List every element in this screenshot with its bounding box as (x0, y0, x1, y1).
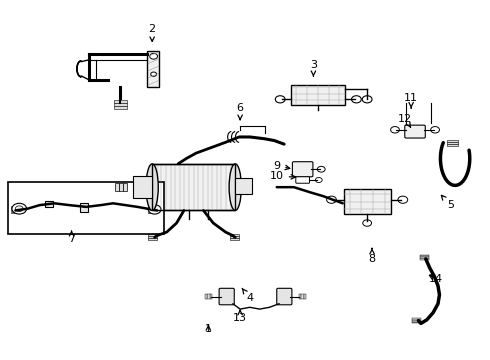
Text: 4: 4 (242, 288, 253, 303)
Circle shape (318, 166, 325, 172)
Circle shape (148, 205, 161, 214)
Bar (123, 183, 127, 192)
Bar (80, 203, 88, 212)
Bar (301, 294, 304, 300)
Bar (152, 164, 235, 211)
Bar (230, 236, 239, 238)
Bar (148, 234, 157, 236)
Bar (304, 294, 306, 300)
Bar (148, 210, 156, 211)
Bar (114, 100, 127, 103)
Text: 7: 7 (68, 231, 75, 244)
Bar (230, 238, 239, 240)
Text: 5: 5 (441, 195, 454, 210)
Bar (447, 142, 458, 144)
Circle shape (316, 177, 322, 183)
Text: 12: 12 (398, 114, 412, 127)
Bar (114, 103, 127, 106)
Bar (11, 208, 17, 210)
Bar (292, 85, 345, 105)
Bar (11, 206, 17, 208)
Bar (147, 51, 159, 87)
Bar (148, 212, 156, 213)
Bar (11, 212, 17, 213)
FancyBboxPatch shape (405, 125, 425, 138)
Bar (115, 183, 119, 192)
Circle shape (363, 220, 371, 226)
FancyBboxPatch shape (293, 162, 313, 177)
Bar (420, 258, 429, 260)
FancyBboxPatch shape (296, 177, 310, 183)
Bar (8, 182, 164, 234)
Text: 2: 2 (148, 24, 156, 41)
Bar (148, 238, 157, 240)
Text: 3: 3 (310, 60, 317, 76)
Bar (45, 201, 53, 207)
Bar (420, 256, 429, 258)
Bar (420, 255, 429, 256)
Bar (230, 234, 239, 236)
Circle shape (431, 127, 440, 133)
Circle shape (150, 53, 158, 59)
Circle shape (398, 196, 408, 203)
Circle shape (151, 72, 157, 76)
Text: 6: 6 (237, 103, 244, 120)
Bar (447, 144, 458, 146)
Text: 13: 13 (233, 310, 247, 323)
Circle shape (275, 96, 285, 103)
Bar (447, 140, 458, 141)
Bar (152, 164, 235, 211)
Bar (210, 294, 212, 300)
FancyBboxPatch shape (219, 288, 234, 305)
Bar (133, 176, 152, 198)
Ellipse shape (146, 164, 158, 211)
Text: 14: 14 (428, 274, 442, 284)
Circle shape (362, 96, 372, 103)
Text: 1: 1 (205, 324, 212, 334)
Ellipse shape (229, 164, 242, 211)
Circle shape (351, 96, 361, 103)
Text: 10: 10 (270, 171, 295, 181)
Bar (207, 294, 210, 300)
Circle shape (327, 196, 336, 203)
Circle shape (15, 206, 23, 212)
Bar (412, 320, 421, 321)
Bar (235, 178, 252, 194)
Bar (299, 294, 301, 300)
Text: 8: 8 (368, 248, 376, 264)
Bar (119, 183, 123, 192)
Circle shape (12, 203, 26, 214)
Bar (114, 106, 127, 109)
Bar (11, 210, 17, 211)
Bar (412, 319, 421, 320)
Bar (148, 208, 156, 210)
Text: 11: 11 (404, 93, 418, 108)
Text: 9: 9 (273, 161, 290, 171)
FancyBboxPatch shape (277, 288, 292, 305)
Bar (343, 189, 391, 214)
Bar (205, 294, 207, 300)
Circle shape (391, 127, 399, 133)
Bar (412, 322, 421, 323)
Bar (148, 236, 157, 238)
